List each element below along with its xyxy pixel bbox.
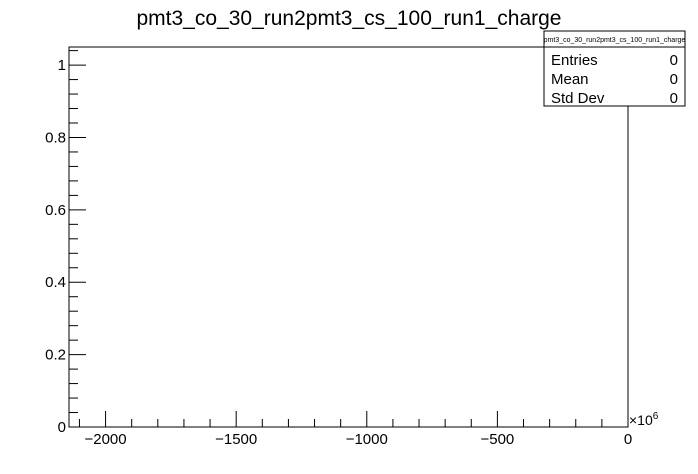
stats-mean-label: Mean [551, 71, 589, 88]
stats-entries-value: 0 [670, 52, 678, 69]
x-axis-exponent: ×106 [629, 411, 659, 428]
x-exponent-base: ×10 [629, 412, 653, 428]
x-tick-label: −500 [480, 431, 514, 448]
stats-box-frame [543, 30, 686, 107]
x-axis: −2000 −1500 −1000 −500 0 [78, 411, 632, 448]
stats-stddev-label: Std Dev [551, 90, 605, 107]
x-tick-label: −1000 [346, 431, 388, 448]
chart-title: pmt3_co_30_run2pmt3_cs_100_run1_charge [137, 7, 562, 30]
y-tick-label: 0.6 [45, 202, 66, 219]
stats-entries-label: Entries [551, 52, 598, 69]
y-tick-label: 1 [58, 57, 66, 74]
y-tick-label: 0.8 [45, 129, 66, 146]
x-tick-label: 0 [624, 431, 632, 448]
x-tick-label: −1500 [215, 431, 257, 448]
stats-stddev-value: 0 [670, 90, 678, 107]
stats-mean-value: 0 [670, 71, 678, 88]
plot-frame [68, 46, 629, 428]
stats-box: pmt3_co_30_run2pmt3_cs_100_run1_charge E… [543, 30, 686, 107]
stats-box-title: pmt3_co_30_run2pmt3_cs_100_run1_charge [544, 37, 686, 44]
y-tick-label: 0 [58, 419, 66, 436]
y-axis: 0 0.2 0.4 0.6 0.8 1 [45, 50, 86, 436]
y-tick-label: 0.2 [45, 347, 66, 364]
x-tick-label: −2000 [84, 431, 126, 448]
x-exponent-power: 6 [653, 411, 659, 422]
y-tick-label: 0.4 [45, 274, 66, 291]
